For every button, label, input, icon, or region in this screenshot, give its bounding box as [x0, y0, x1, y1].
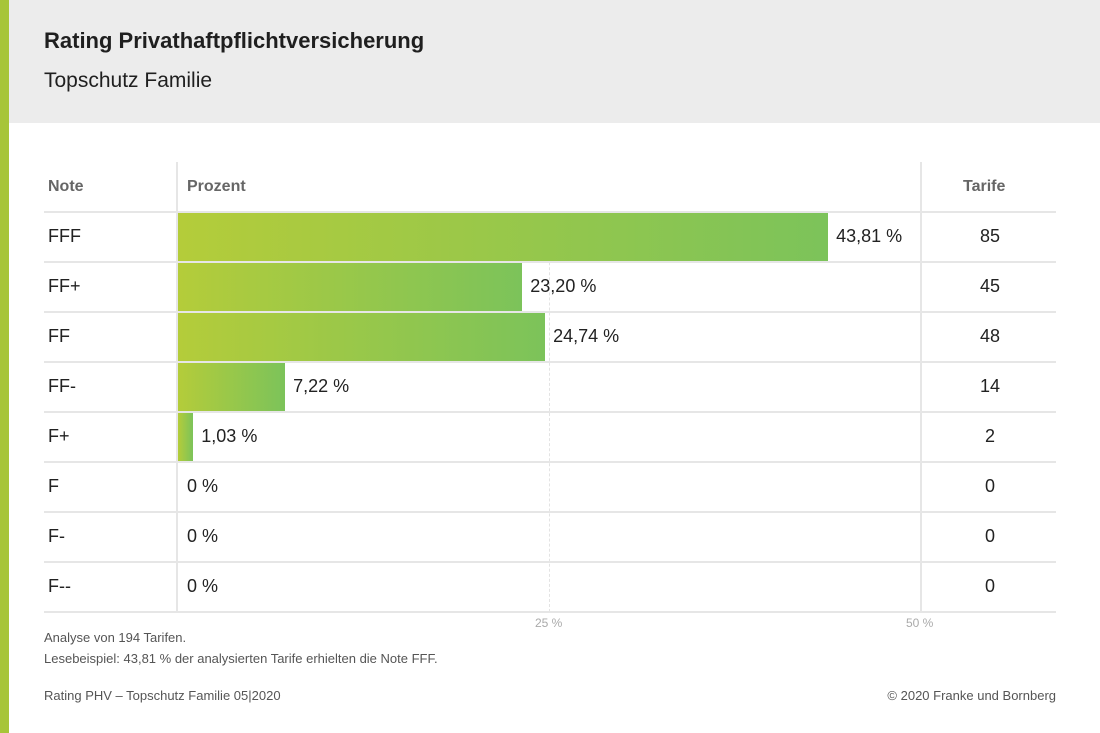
row-divider: [44, 211, 1056, 213]
row-divider: [44, 361, 1056, 363]
value-label: 0 %: [187, 576, 219, 596]
header-panel: [9, 0, 1100, 123]
row-divider: [44, 261, 1056, 263]
value-label: 0 %: [187, 526, 219, 546]
note-label: FFF: [48, 226, 81, 246]
bar: [178, 413, 194, 461]
bar: [178, 363, 286, 411]
note-label: FF-: [48, 376, 76, 396]
row-divider: [44, 611, 1056, 613]
x-tick-label: 25 %: [535, 616, 563, 630]
tarife-value: 48: [979, 326, 1001, 346]
value-label: 24,74 %: [553, 326, 620, 346]
column-header-prozent: Prozent: [187, 178, 246, 195]
value-label: 7,22 %: [293, 376, 350, 396]
tarife-value: 0: [984, 576, 995, 596]
column-header-tarife: Tarife: [963, 178, 1006, 195]
footer-source-title: Rating PHV – Topschutz Familie 05|2020: [44, 688, 281, 703]
value-label: 1,03 %: [201, 426, 258, 446]
bar: [178, 213, 829, 261]
note-label: F+: [48, 426, 70, 446]
column-separator-right: [920, 162, 922, 612]
row-divider: [44, 311, 1056, 313]
row-divider: [44, 511, 1056, 513]
tarife-value: 0: [984, 476, 995, 496]
note-label: F--: [48, 576, 71, 596]
value-label: 23,20 %: [530, 276, 597, 296]
tarife-value: 45: [979, 276, 1001, 296]
row-divider: [44, 461, 1056, 463]
x-tick-label: 50 %: [906, 616, 934, 630]
note-label: FF+: [48, 276, 81, 296]
value-label: 43,81 %: [836, 226, 903, 246]
value-label: 0 %: [187, 476, 219, 496]
note-label: F: [48, 476, 59, 496]
row-divider: [44, 411, 1056, 413]
chart-title: Rating Privathaftpflichtversicherung: [44, 28, 425, 53]
note-label: F-: [48, 526, 65, 546]
tarife-value: 14: [979, 376, 1001, 396]
tarife-value: 2: [984, 426, 995, 446]
footnote-analysis: Analyse von 194 Tarifen.: [44, 630, 187, 645]
note-label: FF: [48, 326, 70, 346]
chart-subtitle: Topschutz Familie: [44, 69, 213, 92]
bar: [178, 313, 546, 361]
footnote-example: Lesebeispiel: 43,81 % der analysierten T…: [44, 651, 438, 666]
footer-copyright: © 2020 Franke und Bornberg: [887, 688, 1056, 703]
row-divider: [44, 561, 1056, 563]
column-header-note: Note: [48, 178, 84, 195]
accent-stripe: [0, 0, 9, 733]
column-separator-left: [176, 162, 178, 612]
tarife-value: 0: [984, 526, 995, 546]
bar: [178, 263, 523, 311]
tarife-value: 85: [979, 226, 1001, 246]
